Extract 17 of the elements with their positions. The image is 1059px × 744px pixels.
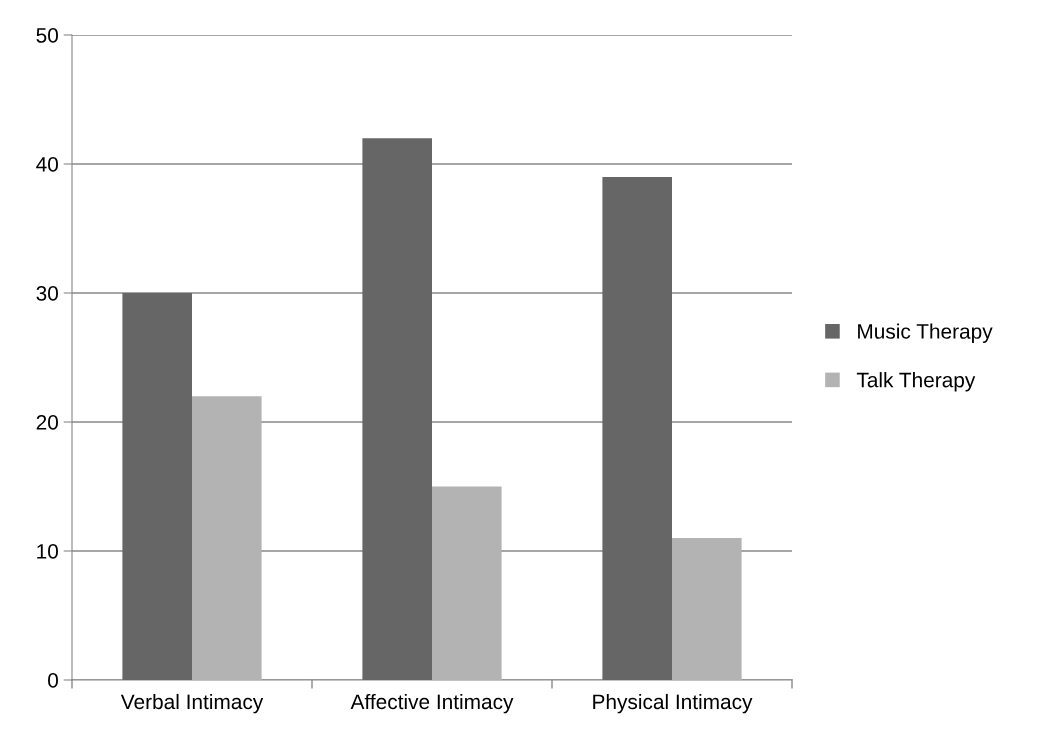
bar — [192, 396, 262, 680]
y-tick-label: 30 — [36, 286, 58, 301]
bar — [432, 486, 502, 680]
legend-label: Music Therapy — [858, 323, 993, 343]
y-tick-label: 0 — [48, 673, 58, 688]
bar — [672, 538, 742, 680]
bar — [362, 138, 432, 680]
legend-label: Talk Therapy — [856, 372, 976, 392]
y-tick-label: 20 — [36, 415, 58, 430]
y-tick-label: 40 — [36, 157, 58, 172]
x-tick-label: Verbal Intimacy — [120, 693, 264, 714]
bar — [122, 293, 192, 680]
bar — [602, 176, 672, 680]
y-tick-label: 50 — [36, 28, 58, 43]
y-tick-label: 10 — [37, 544, 58, 559]
x-tick-label: Physical Intimacy — [593, 693, 753, 714]
x-tick-label: Affective Intimacy — [350, 693, 514, 714]
